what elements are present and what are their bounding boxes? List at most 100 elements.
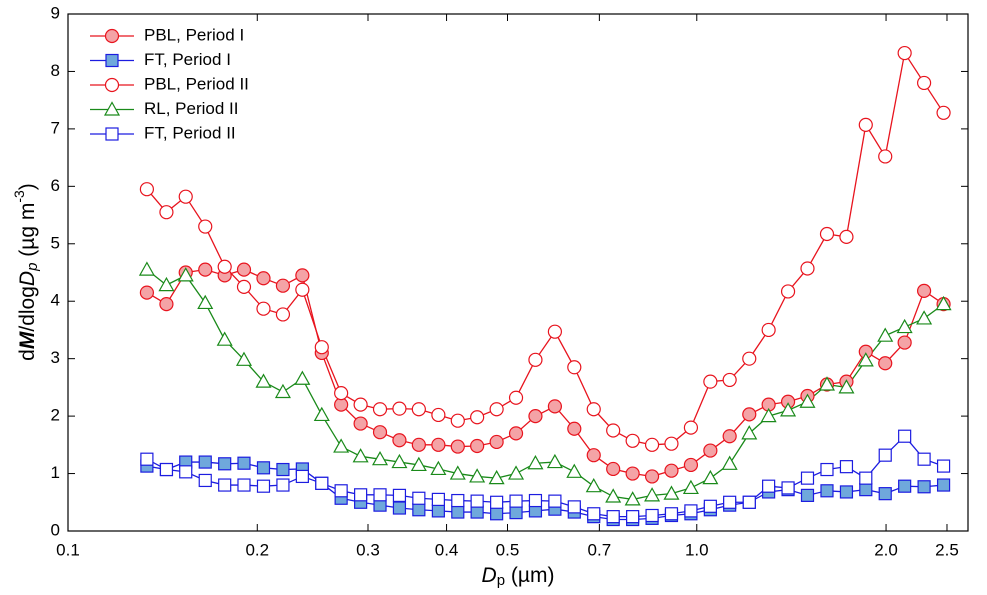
data-point: [606, 461, 621, 477]
data-point: [140, 452, 154, 466]
data-point: [606, 423, 621, 438]
data-point: [839, 229, 854, 244]
data-point: [412, 491, 426, 505]
data-point: [431, 407, 446, 423]
data-point: [682, 479, 699, 495]
data-point: [295, 282, 310, 297]
data-point: [177, 267, 194, 282]
data-point: [820, 462, 834, 477]
data-point: [916, 310, 933, 325]
data-point: [683, 457, 699, 473]
data-point: [528, 493, 543, 508]
data-point: [255, 373, 272, 388]
data-point: [392, 488, 407, 502]
x-label-part: D: [482, 564, 497, 587]
data-point: [431, 504, 445, 518]
data-point: [916, 75, 932, 91]
data-point: [139, 182, 154, 197]
data-point: [567, 360, 582, 375]
data-point: [315, 476, 329, 490]
y-label-part: d: [16, 349, 39, 361]
data-point: [490, 495, 504, 509]
data-point: [450, 413, 465, 428]
x-tick-label: 0.1: [56, 540, 80, 559]
data-point: [450, 439, 465, 454]
data-point: [898, 429, 912, 443]
y-label-part: D: [16, 271, 39, 286]
data-point: [683, 420, 699, 435]
data-point: [800, 488, 815, 502]
data-point: [936, 478, 951, 492]
y-axis-label: dM/dlogDp (µg m-3): [11, 183, 41, 361]
data-point: [353, 397, 368, 412]
y-label-part: p: [24, 263, 41, 272]
data-point: [235, 351, 253, 366]
y-label-part: ): [16, 183, 39, 190]
data-point: [256, 461, 271, 475]
x-tick-label: 0.7: [588, 540, 612, 559]
data-point: [859, 483, 873, 497]
x-tick-label: 2.5: [935, 540, 959, 559]
data-point: [508, 426, 524, 441]
data-point: [411, 402, 426, 417]
series-line: [146, 268, 944, 478]
data-point: [179, 465, 193, 479]
data-point: [897, 45, 912, 61]
data-point: [547, 324, 563, 339]
data-point: [644, 437, 660, 452]
data-point: [742, 351, 757, 366]
data-point: [371, 450, 389, 466]
data-point: [742, 407, 757, 422]
data-point: [449, 465, 466, 480]
data-point: [392, 433, 407, 448]
data-point: [799, 393, 816, 408]
y-label-part: (µg m: [16, 203, 39, 263]
y-tick-label: 8: [51, 61, 60, 80]
data-point: [489, 402, 504, 417]
data-point: [198, 262, 213, 277]
data-point: [392, 501, 407, 515]
data-point: [352, 448, 369, 463]
data-point: [256, 479, 271, 493]
data-point: [858, 117, 873, 132]
data-point: [547, 399, 563, 414]
x-label-part: p: [497, 572, 505, 589]
data-point: [878, 448, 892, 462]
data-point: [198, 219, 213, 234]
data-point: [275, 278, 291, 293]
data-point: [780, 284, 796, 299]
data-point: [663, 485, 680, 500]
data-point: [546, 453, 563, 469]
data-point: [936, 105, 951, 120]
data-point: [800, 261, 815, 276]
data-point: [354, 488, 368, 502]
data-point: [839, 485, 854, 499]
data-point: [781, 481, 795, 495]
data-point: [294, 370, 311, 385]
data-point: [431, 437, 446, 452]
data-point: [509, 506, 523, 520]
data-point: [626, 510, 640, 524]
y-label-part: -3: [11, 190, 27, 203]
data-point: [878, 149, 893, 164]
data-point: [178, 189, 193, 204]
data-point: [625, 433, 640, 448]
data-point: [139, 285, 154, 300]
data-point: [490, 507, 504, 521]
y-tick-label: 0: [51, 520, 60, 539]
data-point: [372, 425, 388, 440]
data-point: [585, 477, 602, 493]
data-point: [410, 456, 427, 472]
legend-label: FT, Period II: [144, 123, 236, 142]
data-point: [528, 409, 543, 424]
y-tick-label: 6: [51, 176, 60, 195]
data-point: [762, 479, 776, 493]
data-point: [645, 508, 659, 523]
data-point: [334, 386, 349, 401]
legend-label: PBL, Period I: [144, 25, 244, 44]
data-point: [877, 327, 894, 342]
data-point: [644, 487, 661, 502]
data-point: [567, 421, 582, 436]
y-tick-label: 3: [51, 348, 60, 367]
data-point: [664, 436, 679, 451]
